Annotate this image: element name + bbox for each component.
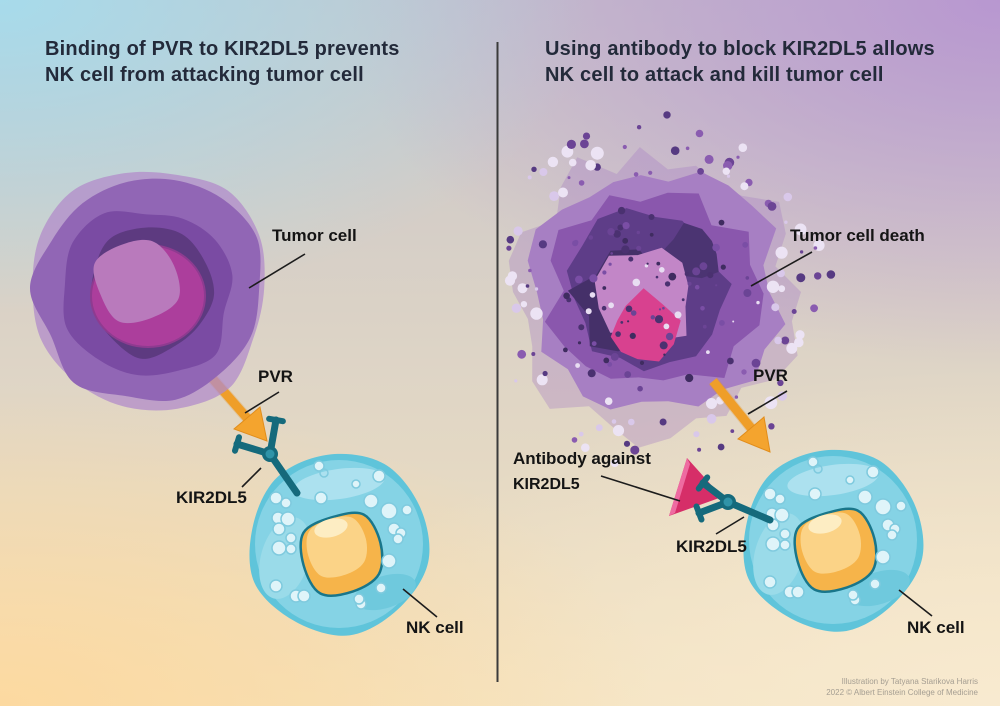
left-title-line1: Binding of PVR to KIR2DL5 prevents xyxy=(45,38,400,60)
right-title-line1: Using antibody to block KIR2DL5 allows xyxy=(545,38,935,60)
tumor-cell-death-label: Tumor cell death xyxy=(790,226,925,245)
credit-line1: Illustration by Tatyana Starikova Harris xyxy=(841,677,978,686)
dying-tumor-cell-illustration xyxy=(504,111,836,468)
left-title-line2: NK cell from attacking tumor cell xyxy=(45,64,364,86)
tumor-cell-illustration xyxy=(29,171,265,411)
pvr-label-right: PVR xyxy=(753,366,788,385)
left-panel-art xyxy=(29,171,430,636)
nk-cell-illustration xyxy=(743,449,924,632)
kir2dl5-label-right: KIR2DL5 xyxy=(676,537,747,556)
nk-cell-illustration xyxy=(249,453,430,636)
kir2dl5-label-left: KIR2DL5 xyxy=(176,488,247,507)
antibody-label-line1: Antibody against xyxy=(513,449,651,468)
pointer-lines xyxy=(241,251,933,618)
right-title-line2: NK cell to attack and kill tumor cell xyxy=(545,64,884,86)
antibody-label: Antibody against KIR2DL5 xyxy=(513,449,651,494)
pvr-arrow-right xyxy=(708,377,771,453)
antibody-label-line2: KIR2DL5 xyxy=(513,476,580,493)
kir2dl5-receptor xyxy=(231,415,301,497)
kir2dl5-receptor xyxy=(693,474,774,524)
pvr-label-left: PVR xyxy=(258,367,293,386)
antibody-illustration xyxy=(669,458,722,516)
left-panel-title: Binding of PVR to KIR2DL5 prevents NK ce… xyxy=(45,36,400,88)
tumor-cell-label: Tumor cell xyxy=(272,226,357,245)
nk-cell-label-left: NK cell xyxy=(406,618,464,637)
credit-text: Illustration by Tatyana Starikova Harris… xyxy=(826,677,978,698)
right-panel-title: Using antibody to block KIR2DL5 allows N… xyxy=(545,36,935,88)
nk-cell-label-right: NK cell xyxy=(907,618,965,637)
credit-line2: 2022 © Albert Einstein College of Medici… xyxy=(826,687,978,697)
right-panel-art xyxy=(504,111,924,632)
